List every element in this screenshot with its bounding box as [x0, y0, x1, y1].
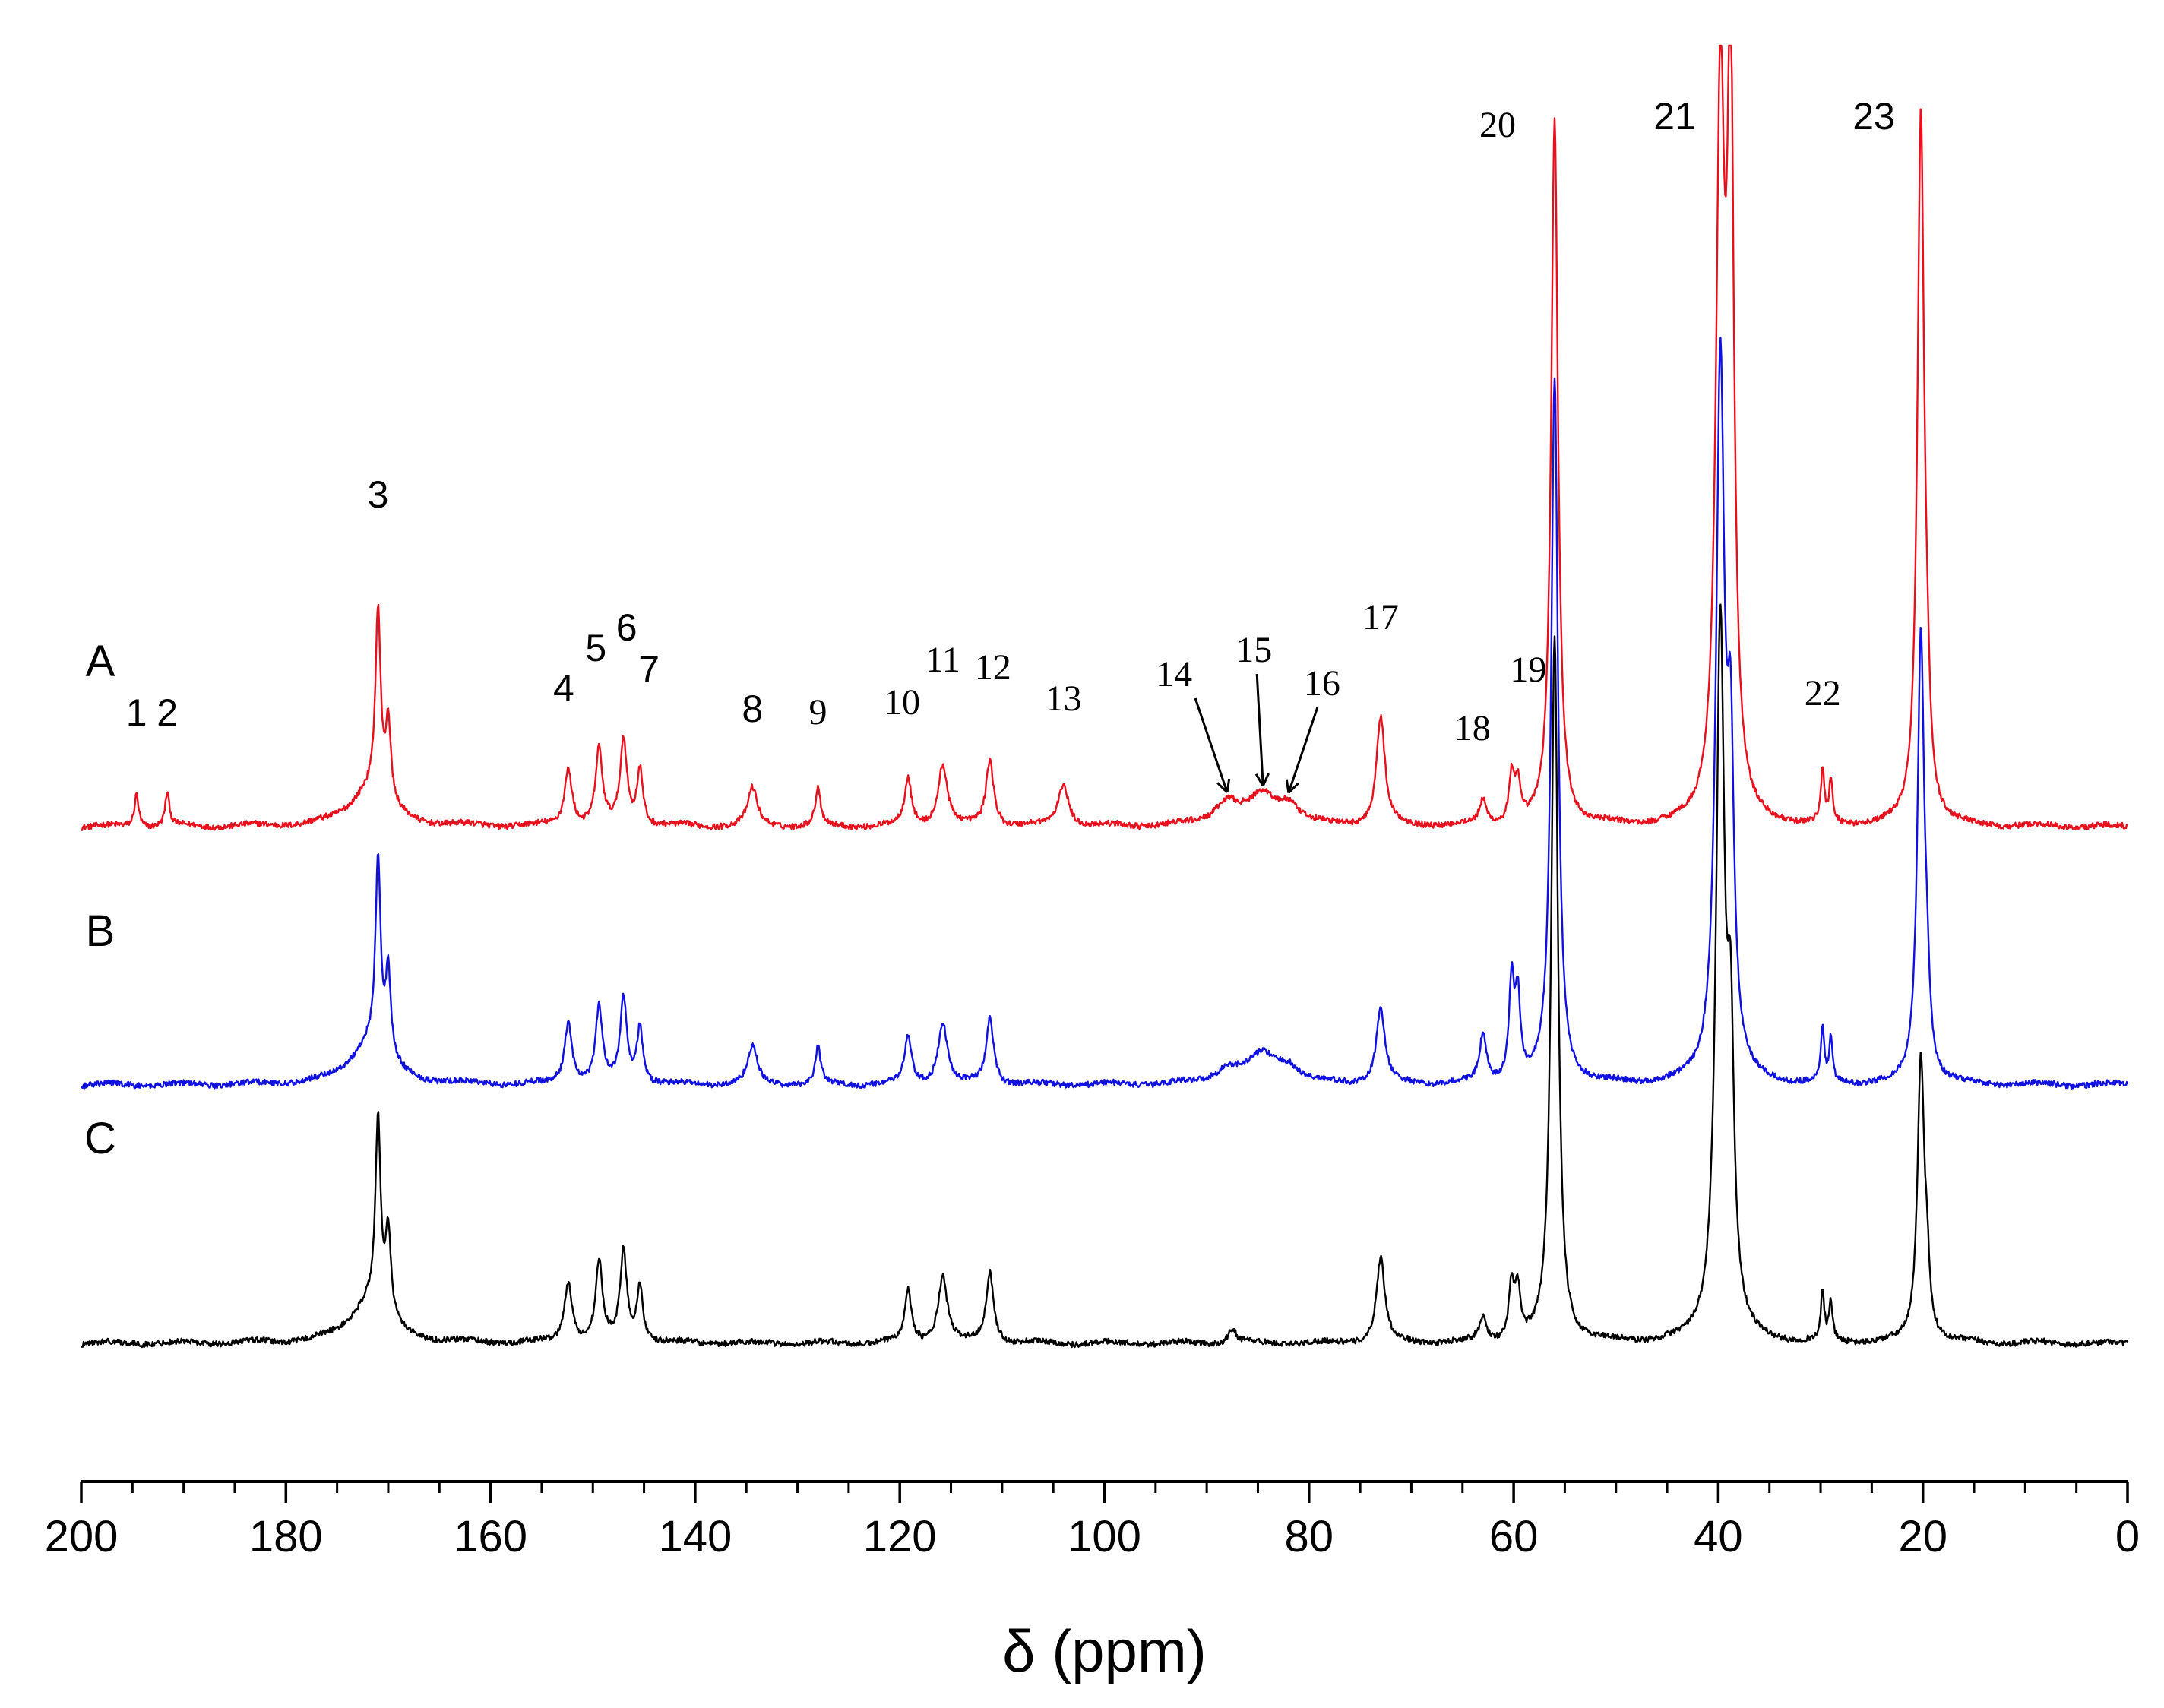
peak-label-8: 8: [742, 688, 763, 730]
spectrum-line-b: [81, 337, 2129, 1090]
x-axis-title: δ (ppm): [1002, 1618, 1207, 1684]
peak-label-23: 23: [1852, 95, 1895, 138]
peak-label-14: 14: [1156, 654, 1192, 694]
x-tick-label: 140: [659, 1512, 732, 1561]
peak-label-19: 19: [1510, 650, 1546, 690]
peak-label-11: 11: [925, 640, 960, 680]
series-label-a: A: [86, 637, 115, 686]
peak-label-4: 4: [553, 667, 574, 710]
series-label-c: C: [84, 1114, 116, 1163]
series-labels-group: A B C: [84, 637, 116, 1163]
x-tick-label: 100: [1068, 1512, 1141, 1561]
peak-label-10: 10: [884, 682, 920, 723]
x-tick-label: 80: [1285, 1512, 1334, 1561]
peak-arrow-16: [1285, 707, 1319, 794]
spectrum-line-c: [81, 603, 2129, 1349]
x-tick-label: 20: [1898, 1512, 1947, 1561]
peak-label-20: 20: [1479, 105, 1516, 145]
peak-label-12: 12: [975, 647, 1011, 688]
peak-label-7: 7: [638, 648, 660, 691]
spectra-group: [81, 44, 2129, 1349]
peak-label-2: 2: [157, 691, 178, 734]
x-tick-label: 160: [454, 1512, 527, 1561]
peak-label-3: 3: [368, 473, 389, 516]
peak-arrow-14: [1194, 697, 1231, 793]
peak-label-16: 16: [1304, 663, 1340, 704]
peak-label-15: 15: [1235, 630, 1272, 670]
x-tick-label: 60: [1489, 1512, 1539, 1561]
x-tick-label: 120: [863, 1512, 937, 1561]
peak-label-6: 6: [616, 606, 637, 649]
x-tick-label: 200: [45, 1512, 119, 1561]
peak-label-18: 18: [1454, 708, 1491, 748]
x-tick-label: 180: [249, 1512, 323, 1561]
peak-arrow-15: [1254, 673, 1270, 787]
peak-label-5: 5: [585, 627, 606, 669]
peak-label-1: 1: [126, 691, 147, 734]
peak-label-17: 17: [1362, 597, 1399, 637]
spectrum-line-a: [81, 44, 2128, 831]
peak-label-21: 21: [1653, 95, 1696, 138]
x-axis-ticks: 200 180 160 140 120 100 80 60 40 20 0: [45, 1482, 2140, 1561]
x-tick-label: 0: [2115, 1512, 2140, 1561]
peak-label-22: 22: [1805, 673, 1841, 713]
peak-label-9: 9: [808, 692, 827, 732]
series-label-b: B: [86, 906, 115, 956]
peak-label-13: 13: [1046, 678, 1082, 719]
x-tick-label: 40: [1694, 1512, 1743, 1561]
